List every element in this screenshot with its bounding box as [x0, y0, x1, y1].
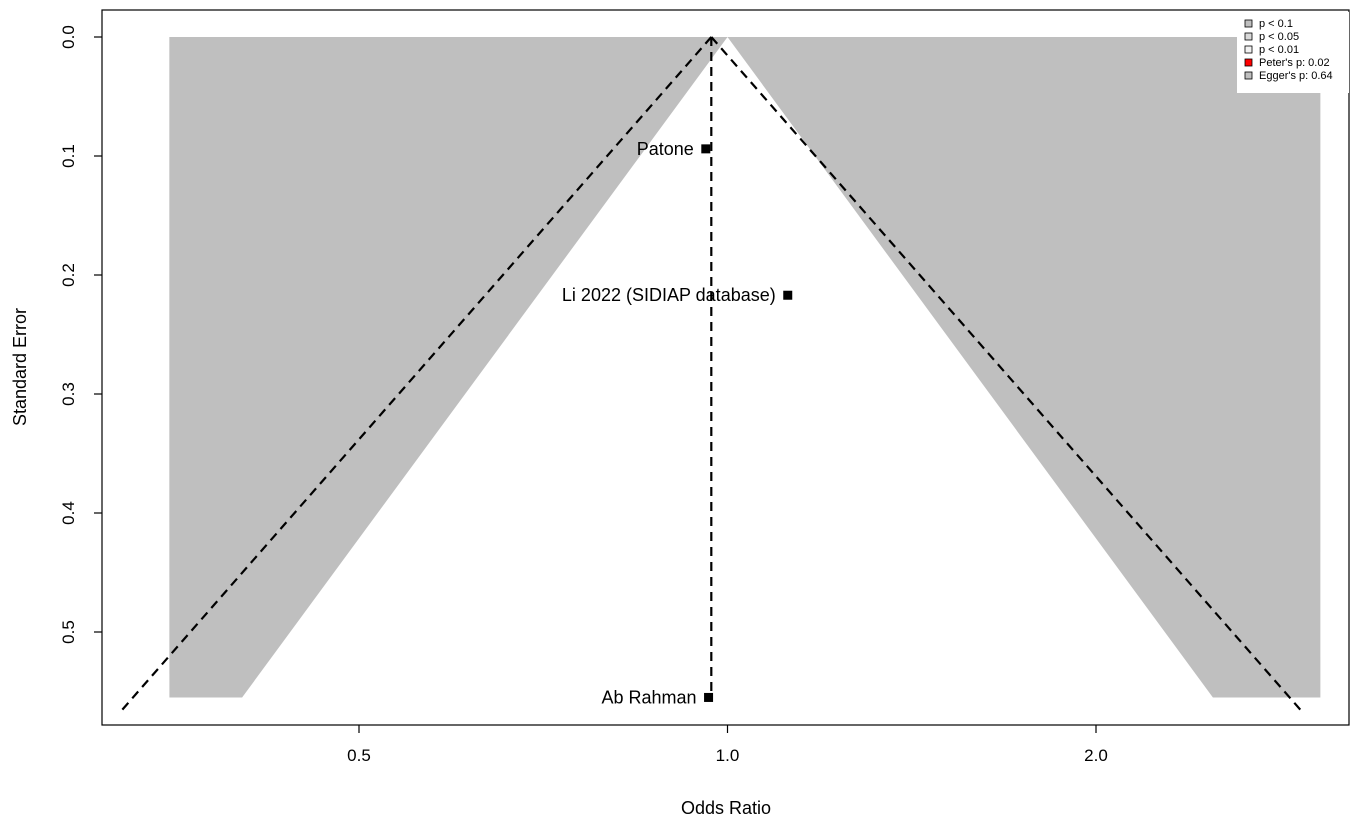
legend-swatch-1 [1244, 32, 1253, 41]
contour-p01-left [169, 37, 728, 698]
legend-label-1: p < 0.05 [1259, 31, 1299, 43]
plot-frame [101, 9, 1350, 726]
axes: 0.5 1.0 2.0 0.0 0.1 0.2 0.3 0.4 0.5 [59, 9, 1350, 765]
y-tick-label-4: 0.4 [59, 501, 78, 525]
legend-label-3: Peter's p: 0.02 [1259, 57, 1330, 69]
y-tick-label-1: 0.1 [59, 144, 78, 168]
y-tick-label-0: 0.0 [59, 25, 78, 49]
x-tick-label-0: 0.5 [347, 746, 371, 765]
study-label-1: Li 2022 (SIDIAP database) [562, 285, 776, 305]
legend-label-2: p < 0.01 [1259, 44, 1299, 56]
legend-swatch-2 [1244, 45, 1253, 54]
study-point-2 [704, 692, 714, 702]
legend-label-4: Egger's p: 0.64 [1259, 70, 1333, 82]
legend-swatch-0 [1244, 19, 1253, 28]
legend-box [1237, 12, 1349, 93]
y-tick-label-3: 0.3 [59, 382, 78, 406]
y-axis-title: Standard Error [10, 308, 30, 426]
study-label-2: Ab Rahman [601, 687, 696, 707]
legend-swatch-4 [1244, 71, 1253, 80]
study-label-0: Patone [637, 139, 694, 159]
y-tick-label-2: 0.2 [59, 263, 78, 287]
legend-swatch-3 [1244, 58, 1253, 67]
contour-p01-right [727, 37, 1321, 698]
study-points: Patone Li 2022 (SIDIAP database) Ab Rahman [562, 139, 793, 707]
x-tick-label-2: 2.0 [1084, 746, 1108, 765]
funnel-lines [119, 36, 1303, 713]
contour-regions [169, 37, 1321, 698]
x-axis-title: Odds Ratio [681, 798, 771, 818]
legend-label-0: p < 0.1 [1259, 18, 1293, 30]
x-tick-label-1: 1.0 [716, 746, 740, 765]
y-tick-label-5: 0.5 [59, 620, 78, 644]
study-point-0 [701, 144, 711, 154]
study-point-1 [783, 290, 793, 300]
